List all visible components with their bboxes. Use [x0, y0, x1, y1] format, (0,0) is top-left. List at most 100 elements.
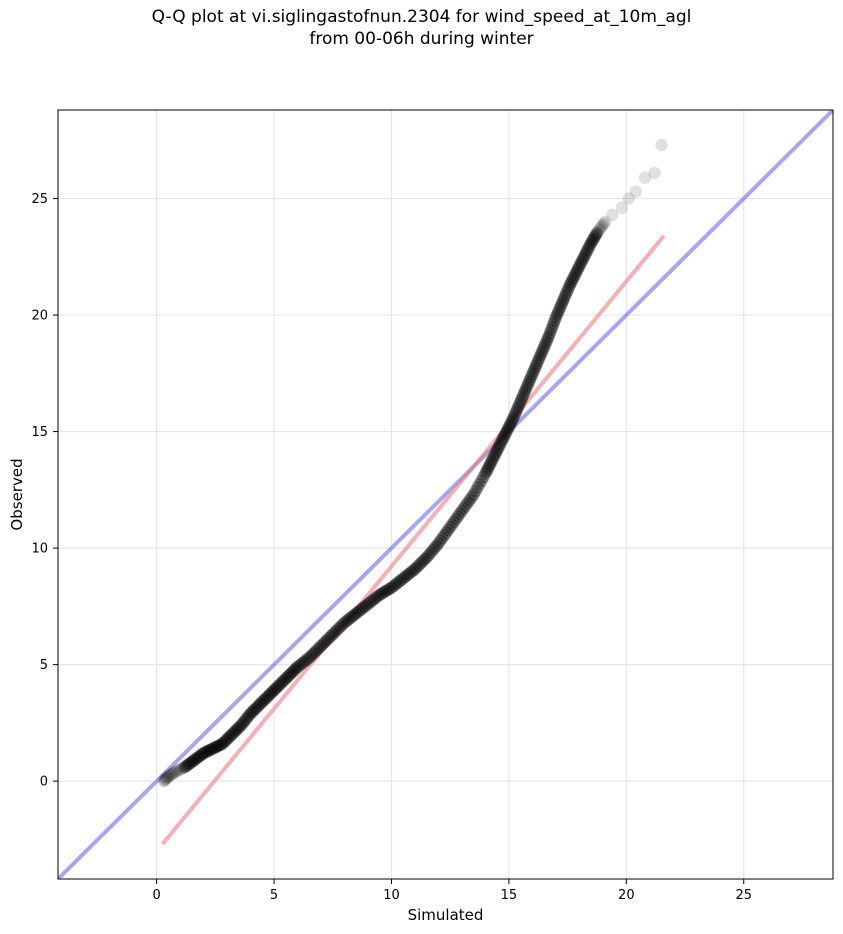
quantile-point [297, 656, 310, 669]
quantile-point [365, 594, 379, 608]
quantile-point [588, 230, 601, 244]
quantile-point [230, 723, 243, 737]
quantile-point [648, 166, 661, 180]
quantile-point [575, 255, 588, 268]
quantile-point [514, 395, 527, 408]
quantile-point [485, 455, 498, 469]
reference-lines [58, 110, 833, 879]
quantile-point [247, 704, 260, 717]
quantile-point [303, 651, 316, 664]
quantile-point [363, 596, 377, 609]
quantile-point [597, 217, 611, 230]
quantile-point [536, 343, 550, 356]
quantile-point [312, 641, 326, 655]
quantile-point [253, 698, 267, 711]
quantile-point [539, 337, 552, 351]
quantile-point [503, 418, 517, 431]
quantile-point [519, 384, 532, 397]
quantile-point [573, 259, 586, 273]
quantile-point [244, 707, 257, 720]
quantile-point [566, 273, 579, 287]
quantile-point [278, 673, 292, 686]
quantile-point [408, 562, 422, 576]
quantile-point [463, 493, 476, 507]
quantile-point [655, 138, 668, 152]
quantile-point [263, 688, 276, 702]
quantile-point [228, 725, 242, 738]
quantile-point [170, 764, 184, 778]
quantile-point [541, 332, 554, 345]
quantile-point [219, 734, 232, 747]
quantile-point [494, 437, 507, 450]
quantile-point [308, 645, 322, 658]
quantile-point [424, 546, 437, 559]
quantile-point [546, 320, 559, 333]
quantile-point [590, 226, 604, 240]
quantile-point [231, 722, 245, 735]
quantile-point [525, 370, 538, 384]
quantile-point [371, 590, 384, 603]
quantile-point [293, 659, 306, 672]
quantile-point [400, 569, 414, 582]
quantile-point [188, 753, 201, 767]
quantile-point [522, 376, 536, 389]
quantile-point [389, 578, 402, 591]
quantile-point [181, 758, 195, 772]
quantile-point [453, 507, 467, 520]
quantile-point [280, 671, 293, 685]
quantile-point [493, 439, 506, 452]
quantile-point [269, 682, 282, 695]
quantile-point [563, 278, 577, 291]
quantile-point [404, 565, 418, 579]
quantile-point [506, 413, 519, 427]
quantile-point [480, 464, 493, 478]
quantile-point [249, 702, 262, 716]
quantile-point [553, 303, 566, 316]
quantile-point [272, 679, 285, 692]
quantile-point [499, 427, 512, 441]
quantile-point [543, 326, 557, 340]
quantile-point [516, 389, 530, 403]
fit-line [160, 234, 666, 846]
quantile-point [328, 626, 341, 639]
quantile-point [200, 745, 213, 758]
quantile-point [532, 354, 545, 367]
quantile-point [256, 694, 270, 708]
y-axis-label: Observed [8, 458, 26, 530]
quantile-point [492, 441, 505, 455]
quantile-point [581, 243, 594, 257]
quantile-point [445, 518, 459, 531]
quantile-point [512, 400, 525, 413]
quantile-point [570, 264, 584, 277]
quantile-point [537, 340, 551, 354]
quantile-point [289, 662, 303, 675]
quantile-point [183, 757, 196, 770]
quantile-point [451, 510, 465, 523]
quantile-point [175, 762, 188, 775]
quantile-point [554, 300, 567, 313]
quantile-point [577, 250, 591, 264]
quantile-point [479, 467, 492, 480]
quantile-point [173, 763, 187, 776]
quantile-point [598, 215, 612, 229]
quantile-point [189, 752, 202, 766]
quantile-point [430, 539, 443, 552]
quantile-point [530, 357, 544, 370]
quantile-point [332, 622, 345, 635]
quantile-point [529, 359, 543, 373]
quantile-point [320, 633, 334, 647]
quantile-point [562, 281, 575, 294]
quantile-point [307, 647, 320, 660]
quantile-point [274, 677, 287, 691]
chart-title: Q-Q plot at vi.siglingastofnun.2304 for … [151, 7, 692, 49]
quantile-point [449, 512, 463, 526]
quantile-point [203, 743, 217, 757]
quantile-point [496, 432, 510, 445]
quantile-point [594, 221, 607, 235]
quantile-point [410, 560, 424, 574]
quantile-point [569, 266, 583, 280]
quantile-point [502, 420, 516, 434]
x-tick-label: 25 [735, 888, 752, 903]
quantile-point [526, 367, 539, 381]
quantile-point [233, 720, 246, 733]
